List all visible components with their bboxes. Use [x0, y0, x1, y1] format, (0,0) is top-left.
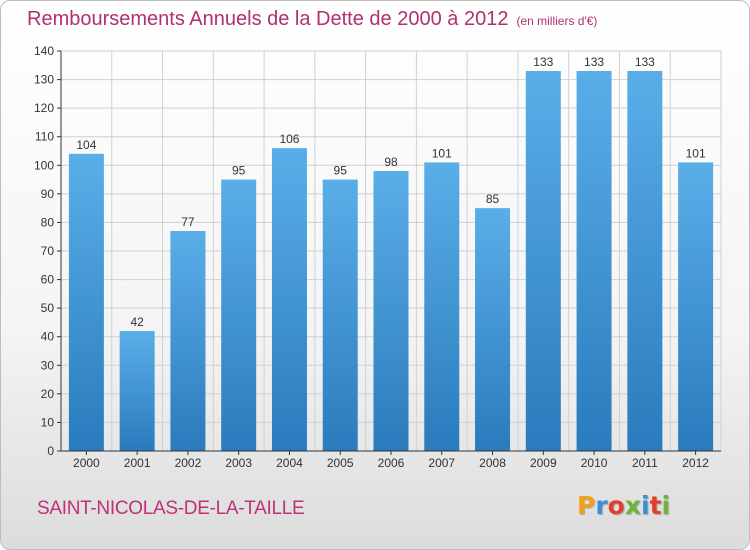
bar	[119, 331, 155, 451]
chart-title: Remboursements Annuels de la Dette de 20…	[27, 8, 597, 31]
value-label: 101	[432, 146, 452, 160]
bar	[678, 162, 714, 451]
chart-title-text: Remboursements Annuels de la Dette de 20…	[27, 8, 509, 30]
value-label: 133	[533, 55, 553, 69]
x-tick-label: 2003	[225, 456, 252, 470]
x-tick-label: 2001	[124, 456, 151, 470]
logo-letter: x	[624, 491, 641, 520]
unit-label: (en milliers d'€)	[516, 14, 598, 28]
x-tick-label: 2005	[327, 456, 354, 470]
value-label: 95	[232, 164, 246, 178]
value-label: 98	[384, 155, 398, 169]
value-label: 42	[130, 315, 144, 329]
bar	[424, 162, 460, 451]
value-label: 95	[334, 164, 348, 178]
bar	[475, 208, 511, 451]
y-tick-label: 0	[47, 444, 54, 458]
x-tick-label: 2010	[581, 456, 608, 470]
value-label: 104	[76, 138, 96, 152]
y-tick-label: 10	[41, 415, 55, 429]
y-tick-label: 100	[34, 158, 54, 172]
x-tick-label: 2006	[378, 456, 405, 470]
commune-name: SAINT-NICOLAS-DE-LA-TAILLE	[37, 498, 305, 519]
axes: 0 10 20 30 40 50 60 70 80 90 100 110 120 130 140 2000 20…	[34, 44, 721, 470]
y-tick-label: 90	[41, 187, 55, 201]
bar	[271, 148, 307, 451]
x-tick-label: 2004	[276, 456, 303, 470]
y-tick-label: 20	[41, 387, 55, 401]
value-label: 106	[279, 132, 299, 146]
value-label: 85	[486, 192, 500, 206]
x-tick-label: 2009	[530, 456, 557, 470]
y-tick-label: 120	[34, 101, 54, 115]
x-tick-label: 2011	[632, 456, 658, 470]
logo-letter: i	[641, 491, 650, 520]
x-tick-label: 2008	[479, 456, 506, 470]
bar	[322, 179, 358, 452]
y-tick-label: 140	[34, 44, 54, 58]
x-tick-label: 2012	[682, 456, 709, 470]
logo-letter: r	[595, 491, 608, 520]
y-tick-label: 40	[41, 330, 55, 344]
bar	[576, 71, 612, 451]
bars: 104 42 77 95 106 95 98 101 85 133 133 133 101	[68, 55, 714, 452]
y-tick-label: 70	[41, 244, 55, 258]
bar	[221, 179, 257, 452]
bar	[170, 231, 206, 451]
value-label: 133	[635, 55, 655, 69]
x-tick-label: 2007	[428, 456, 455, 470]
y-tick-label: 80	[41, 215, 55, 229]
bar	[68, 153, 104, 451]
value-label: 101	[686, 146, 706, 160]
x-tick-label: 2000	[73, 456, 100, 470]
bar	[373, 171, 409, 451]
y-tick-label: 130	[34, 73, 54, 87]
y-tick-label: 60	[41, 273, 55, 287]
bar	[627, 71, 663, 451]
x-tick-label: 2002	[175, 456, 202, 470]
y-tick-label: 110	[35, 130, 54, 144]
value-label: 77	[181, 215, 195, 229]
value-label: 133	[584, 55, 604, 69]
bar	[525, 71, 561, 451]
proxiti-logo: Proxiti	[577, 491, 670, 520]
logo-letter: t	[649, 491, 662, 520]
logo-letter: i	[661, 491, 671, 520]
y-tick-label: 50	[41, 301, 55, 315]
y-tick-label: 30	[41, 358, 55, 372]
logo-letter: P	[577, 491, 596, 520]
logo-letter: o	[607, 491, 625, 520]
